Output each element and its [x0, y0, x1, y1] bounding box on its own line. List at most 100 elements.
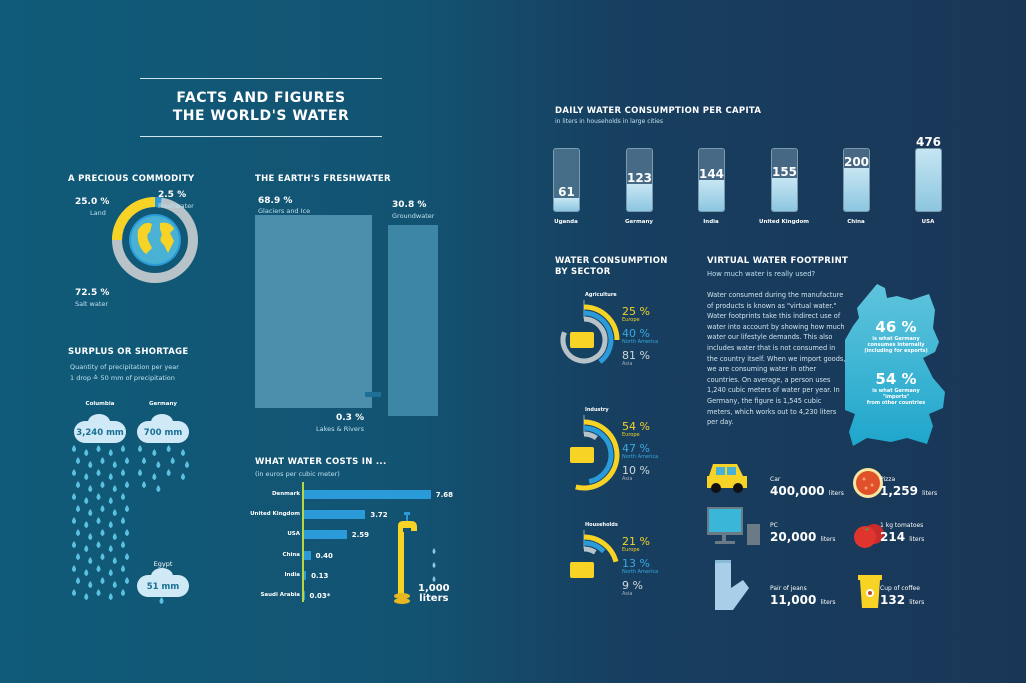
coffee-cup-icon [858, 575, 882, 608]
product-amount: 1,259 [880, 484, 918, 498]
cost-category-label: India [284, 571, 301, 578]
cost-bar [304, 510, 366, 520]
freshwater-pct: 2.5 % [158, 190, 187, 200]
consumption-country: China [847, 219, 865, 225]
rain-drop [125, 505, 129, 512]
rain-drop [108, 473, 113, 480]
product-amount: 214 [880, 530, 906, 544]
rain-drop [108, 449, 113, 456]
rain-drop [100, 481, 105, 488]
sector-arc [583, 425, 614, 484]
product-value: 214 liters [880, 530, 924, 544]
rain-drop [96, 445, 101, 452]
consumption-value: 200 [843, 155, 870, 169]
virtual-sub: How much water is really used? [707, 270, 816, 278]
rain-drop [96, 589, 101, 596]
cost-category-label: Saudi Arabia [260, 592, 300, 598]
jeans-icon [715, 560, 749, 610]
rain-drop [121, 541, 125, 548]
consumption-country: India [703, 219, 719, 225]
germany-map [845, 284, 945, 446]
consumption-value: 61 [558, 185, 575, 199]
rain-drop [121, 493, 125, 500]
product-amount: 11,000 [770, 593, 817, 607]
freshwater-label: Freshwater [158, 202, 194, 210]
sector-pct: 54 % [622, 420, 650, 433]
rain-drop [100, 553, 105, 560]
rain-drop [125, 457, 129, 464]
product-value: 132 liters [880, 593, 924, 607]
sector-region: Europe [622, 547, 640, 553]
tap-label-unit: liters [419, 593, 449, 604]
sector-arcs [560, 300, 620, 563]
glaciers-block [255, 215, 372, 408]
sector-heading-2: BY SECTOR [555, 267, 611, 277]
rain-drop [72, 517, 76, 524]
rain-drop [138, 445, 142, 452]
rain-drop [84, 449, 89, 456]
tractor-icon [570, 332, 594, 348]
egypt-label: Egypt [153, 560, 173, 568]
commodity-heading: A PRECIOUS COMMODITY [68, 174, 195, 184]
product-label: 1 kg tomatoes [880, 522, 924, 529]
germany-imports: 54 % is what Germany "imports" from othe… [850, 370, 942, 406]
sector-arc [560, 316, 608, 364]
product-unit: liters [922, 490, 938, 497]
consumption-fill [772, 178, 797, 211]
rain-drop [112, 557, 117, 564]
consumption-glass [843, 148, 870, 212]
pizza-icon [853, 468, 883, 498]
sector-pct: 9 % [622, 579, 643, 592]
rain-drop [72, 565, 76, 572]
rain-drop [125, 529, 129, 536]
groundwater-label: Groundwater [392, 212, 435, 220]
product-unit: liters [909, 599, 925, 606]
land-label: Land [90, 209, 106, 217]
rain-drop [121, 445, 125, 452]
product-amount: 132 [880, 593, 906, 607]
consumption-glass [915, 148, 942, 212]
sector-arc [583, 540, 606, 554]
cost-bar [304, 550, 311, 560]
rain-drop [112, 581, 117, 588]
rain-drop [108, 545, 113, 552]
internal-pct: 46 % [875, 318, 917, 336]
rain-drop [112, 485, 117, 492]
glaciers-pct: 68.9 % [258, 196, 293, 206]
consumption-glass [698, 148, 725, 212]
sector-arc [583, 304, 620, 341]
rain-drop [76, 553, 80, 560]
product-value: 400,000 liters [770, 484, 844, 498]
tomato-icon [854, 524, 884, 548]
rain-drop [166, 445, 171, 452]
rain-drop [125, 481, 129, 488]
consumption-country: Uganda [554, 219, 578, 225]
costs-axis [302, 482, 304, 602]
sector-region: North America [622, 339, 659, 345]
tap-icon [394, 512, 436, 604]
sector-arc [575, 419, 620, 491]
sector-pct: 25 % [622, 305, 650, 318]
rain-drop [84, 593, 89, 600]
cost-bar [304, 490, 431, 499]
rain-drop [76, 505, 80, 512]
rain-drop [112, 509, 117, 516]
house-icon [570, 562, 594, 578]
computer-icon [707, 507, 760, 545]
rain-drop [156, 485, 161, 492]
tap-label-value: 1,000 [418, 583, 450, 594]
rain-drop [159, 597, 164, 604]
rain-drop [170, 457, 175, 464]
rain-drop [185, 461, 189, 468]
sector-region: North America [622, 569, 659, 575]
product-label: Pizza [880, 476, 896, 483]
glaciers-label: Glaciers and Ice [258, 207, 311, 215]
sector-name: Households [585, 522, 618, 528]
cost-category-label: USA [287, 531, 300, 538]
rain-drop [88, 509, 93, 516]
rain-drop [72, 589, 76, 596]
product-label: Cup of coffee [880, 585, 920, 592]
rain-drop [166, 469, 171, 476]
daily-sub: in liters in households in large cities [555, 118, 663, 125]
consumption-country: USA [921, 219, 935, 225]
